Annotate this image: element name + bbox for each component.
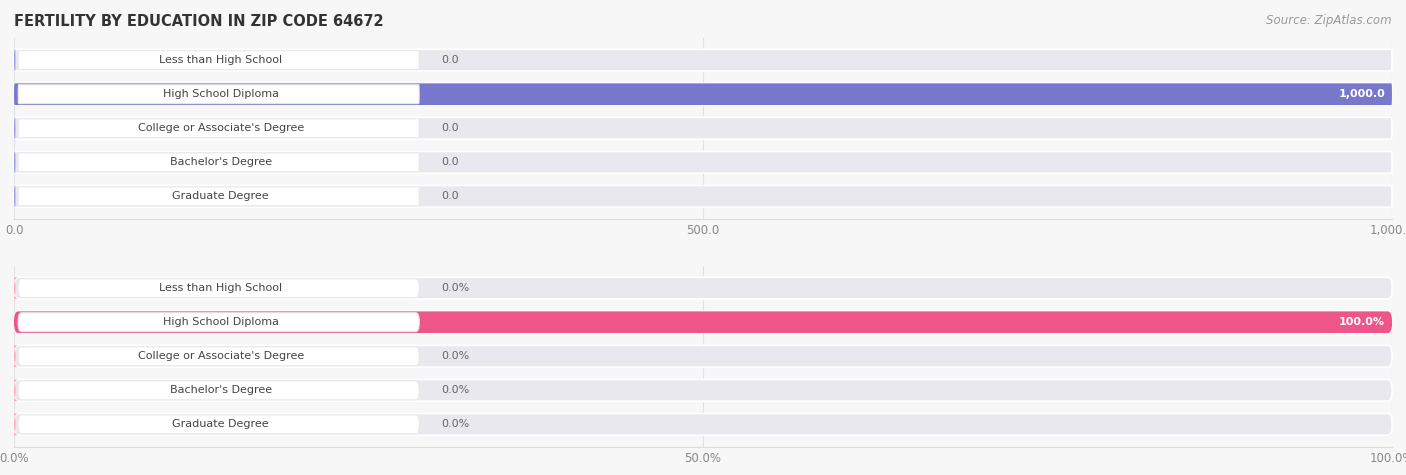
FancyBboxPatch shape — [11, 414, 18, 435]
Text: 100.0%: 100.0% — [1339, 317, 1385, 327]
FancyBboxPatch shape — [18, 51, 419, 70]
FancyBboxPatch shape — [18, 187, 419, 206]
Text: College or Associate's Degree: College or Associate's Degree — [138, 351, 304, 361]
Text: 0.0%: 0.0% — [441, 283, 470, 293]
Text: Less than High School: Less than High School — [159, 283, 283, 293]
FancyBboxPatch shape — [14, 414, 1392, 435]
FancyBboxPatch shape — [18, 153, 419, 172]
Text: 0.0: 0.0 — [441, 55, 458, 65]
FancyBboxPatch shape — [14, 380, 1392, 401]
Text: High School Diploma: High School Diploma — [163, 89, 278, 99]
FancyBboxPatch shape — [14, 186, 1392, 207]
FancyBboxPatch shape — [11, 277, 18, 299]
Text: Graduate Degree: Graduate Degree — [173, 419, 269, 429]
FancyBboxPatch shape — [14, 277, 1392, 299]
FancyBboxPatch shape — [18, 85, 419, 104]
FancyBboxPatch shape — [11, 345, 18, 367]
FancyBboxPatch shape — [18, 279, 419, 298]
Text: 0.0: 0.0 — [441, 157, 458, 167]
FancyBboxPatch shape — [18, 381, 419, 400]
Text: FERTILITY BY EDUCATION IN ZIP CODE 64672: FERTILITY BY EDUCATION IN ZIP CODE 64672 — [14, 14, 384, 29]
Text: 1,000.0: 1,000.0 — [1339, 89, 1385, 99]
FancyBboxPatch shape — [14, 117, 1392, 139]
Text: Source: ZipAtlas.com: Source: ZipAtlas.com — [1267, 14, 1392, 27]
Text: High School Diploma: High School Diploma — [163, 317, 278, 327]
FancyBboxPatch shape — [14, 84, 1392, 105]
Text: Graduate Degree: Graduate Degree — [173, 191, 269, 201]
FancyBboxPatch shape — [14, 84, 1392, 105]
FancyBboxPatch shape — [18, 313, 419, 332]
FancyBboxPatch shape — [14, 312, 1392, 333]
Text: 0.0%: 0.0% — [441, 419, 470, 429]
FancyBboxPatch shape — [18, 347, 419, 366]
Text: Bachelor's Degree: Bachelor's Degree — [170, 157, 271, 167]
FancyBboxPatch shape — [14, 152, 1392, 173]
FancyBboxPatch shape — [14, 312, 1392, 333]
Text: 0.0%: 0.0% — [441, 351, 470, 361]
Text: College or Associate's Degree: College or Associate's Degree — [138, 123, 304, 133]
Text: 0.0: 0.0 — [441, 191, 458, 201]
Text: 0.0%: 0.0% — [441, 385, 470, 395]
FancyBboxPatch shape — [18, 119, 419, 138]
FancyBboxPatch shape — [14, 49, 1392, 71]
Text: 0.0: 0.0 — [441, 123, 458, 133]
Text: Less than High School: Less than High School — [159, 55, 283, 65]
Text: Bachelor's Degree: Bachelor's Degree — [170, 385, 271, 395]
FancyBboxPatch shape — [18, 415, 419, 434]
FancyBboxPatch shape — [14, 345, 1392, 367]
FancyBboxPatch shape — [11, 380, 18, 401]
